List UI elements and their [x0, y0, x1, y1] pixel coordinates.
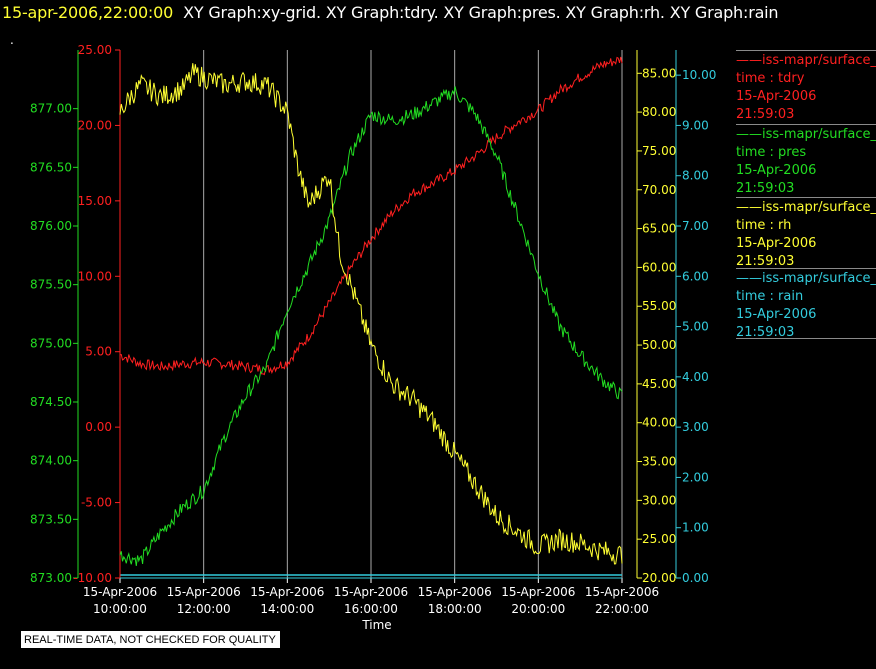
- tdry-tick-label: 25.00: [78, 43, 112, 57]
- rain-tick-label: 1.00: [682, 521, 709, 535]
- legend-series: ——iss-mapr/surface_: [736, 271, 876, 286]
- legend-separator: [736, 268, 876, 269]
- legend-variable: time : pres: [736, 145, 807, 160]
- legend-time: 21:59:03: [736, 181, 795, 196]
- x-tick-label-date: 15-Apr-2006: [334, 585, 408, 599]
- legend-variable: time : rh: [736, 218, 792, 233]
- x-tick-label-date: 15-Apr-2006: [501, 585, 575, 599]
- legend-time: 21:59:03: [736, 254, 795, 269]
- rh-tick-label: 25.00: [642, 532, 676, 546]
- legend-date: 15-Apr-2006: [736, 163, 817, 178]
- pres-tick-label: 876.00: [30, 219, 72, 233]
- rain-tick-label: 8.00: [682, 169, 709, 183]
- x-tick-label-time: 12:00:00: [177, 602, 231, 616]
- x-axis-label: Time: [361, 618, 391, 632]
- rain-tick-label: 4.00: [682, 370, 709, 384]
- legend-entry: ——iss-mapr/surface_time : pres 15-Apr-200…: [736, 124, 876, 198]
- rh-tick-label: 75.00: [642, 144, 676, 158]
- x-tick-label-date: 15-Apr-2006: [167, 585, 241, 599]
- pres-tick-label: 875.00: [30, 336, 72, 350]
- tdry-tick-label: -5.00: [81, 496, 112, 510]
- tdry-series-line: [119, 56, 623, 376]
- legend-separator: [736, 50, 876, 51]
- window-title: 15-apr-2006,22:00:00 XY Graph:xy-grid. XY…: [2, 3, 779, 25]
- rh-tick-label: 20.00: [642, 571, 676, 585]
- legend-bottom-separator: [736, 338, 876, 340]
- rain-tick-label: 6.00: [682, 269, 709, 283]
- legend-time: 21:59:03: [736, 107, 795, 122]
- x-tick-label-date: 15-Apr-2006: [83, 585, 157, 599]
- pres-tick-label: 874.50: [30, 395, 72, 409]
- rh-tick-label: 65.00: [642, 222, 676, 236]
- title-graph-list: XY Graph:xy-grid. XY Graph:tdry. XY Grap…: [183, 3, 779, 22]
- rh-tick-label: 80.00: [642, 105, 676, 119]
- tdry-tick-label: -10.00: [73, 571, 112, 585]
- rh-tick-label: 70.00: [642, 183, 676, 197]
- x-tick-label-time: 10:00:00: [93, 602, 147, 616]
- rh-tick-label: 35.00: [642, 455, 676, 469]
- legend-series: ——iss-mapr/surface_: [736, 53, 876, 68]
- legend-time: 21:59:03: [736, 325, 795, 340]
- x-tick-label-time: 20:00:00: [511, 602, 565, 616]
- tdry-tick-label: 20.00: [78, 118, 112, 132]
- status-dot: .: [10, 33, 14, 47]
- legend-entry: ——iss-mapr/surface_time : tdry 15-Apr-200…: [736, 50, 876, 124]
- rh-tick-label: 60.00: [642, 260, 676, 274]
- x-tick-label-date: 15-Apr-2006: [418, 585, 492, 599]
- rh-tick-label: 50.00: [642, 338, 676, 352]
- x-tick-label-time: 22:00:00: [595, 602, 649, 616]
- legend-series: ——iss-mapr/surface_: [736, 127, 876, 142]
- legend-entry: ——iss-mapr/surface_time : rh 15-Apr-2006 2…: [736, 197, 876, 271]
- x-tick-label-time: 16:00:00: [344, 602, 398, 616]
- pres-series-line: [119, 86, 623, 566]
- legend-entry: ——iss-mapr/surface_time : rain 15-Apr-200…: [736, 268, 876, 342]
- quality-disclaimer: REAL-TIME DATA, NOT CHECKED FOR QUALITY: [21, 631, 280, 648]
- legend-variable: time : tdry: [736, 71, 805, 86]
- rain-tick-label: 10.00: [682, 68, 716, 82]
- rh-series-line: [119, 63, 623, 565]
- legend-series: ——iss-mapr/surface_: [736, 200, 876, 215]
- legend-variable: time : rain: [736, 289, 804, 304]
- pres-tick-label: 874.00: [30, 454, 72, 468]
- rh-tick-label: 40.00: [642, 416, 676, 430]
- x-tick-label-date: 15-Apr-2006: [250, 585, 324, 599]
- rh-tick-label: 45.00: [642, 377, 676, 391]
- rain-tick-label: 3.00: [682, 420, 709, 434]
- x-tick-label-date: 15-Apr-2006: [585, 585, 659, 599]
- tdry-tick-label: 5.00: [85, 345, 112, 359]
- pres-tick-label: 873.50: [30, 512, 72, 526]
- rh-tick-label: 85.00: [642, 66, 676, 80]
- rain-tick-label: 2.00: [682, 470, 709, 484]
- tdry-tick-label: 0.00: [85, 420, 112, 434]
- rh-tick-label: 30.00: [642, 493, 676, 507]
- legend-date: 15-Apr-2006: [736, 89, 817, 104]
- pres-tick-label: 877.00: [30, 102, 72, 116]
- legend-separator: [736, 124, 876, 125]
- pres-tick-label: 876.50: [30, 160, 72, 174]
- x-tick-label-time: 18:00:00: [428, 602, 482, 616]
- tdry-tick-label: 10.00: [78, 269, 112, 283]
- title-timestamp: 15-apr-2006,22:00:00: [2, 3, 174, 22]
- legend-date: 15-Apr-2006: [736, 307, 817, 322]
- pres-tick-label: 875.50: [30, 278, 72, 292]
- rain-tick-label: 0.00: [682, 571, 709, 585]
- legend-date: 15-Apr-2006: [736, 236, 817, 251]
- x-tick-label-time: 14:00:00: [260, 602, 314, 616]
- rh-tick-label: 55.00: [642, 299, 676, 313]
- pres-tick-label: 873.00: [30, 571, 72, 585]
- rain-tick-label: 7.00: [682, 219, 709, 233]
- rain-tick-label: 9.00: [682, 118, 709, 132]
- tdry-tick-label: 15.00: [78, 194, 112, 208]
- legend-separator: [736, 197, 876, 198]
- rain-tick-label: 5.00: [682, 320, 709, 334]
